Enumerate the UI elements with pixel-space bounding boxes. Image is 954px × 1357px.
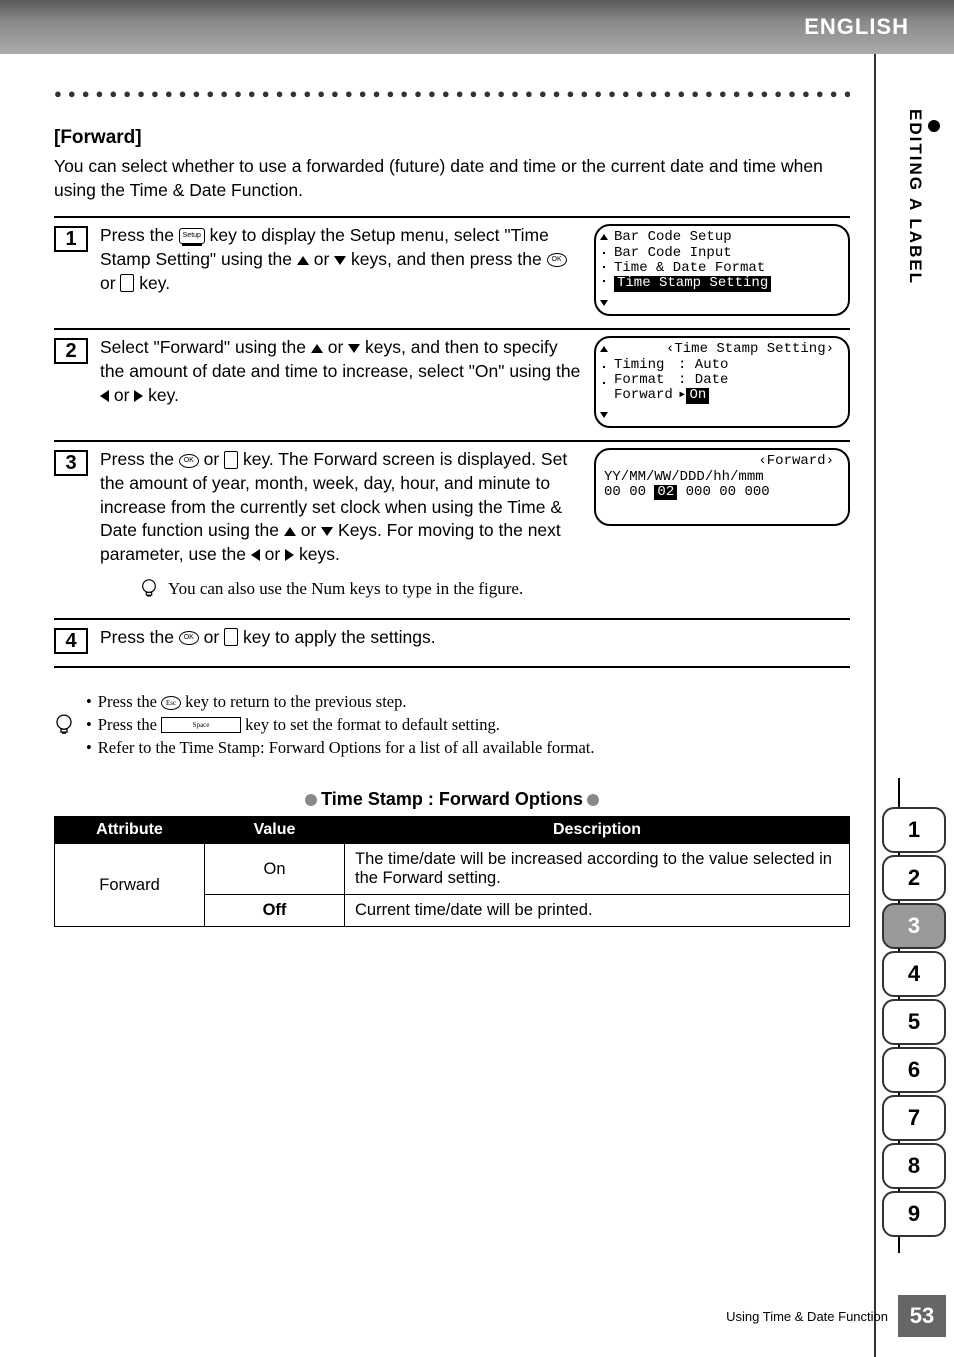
tips: •Press the Esc key to return to the prev…: [54, 690, 850, 759]
left-arrow-icon: [251, 549, 260, 561]
bullet-icon: [305, 794, 317, 806]
step-3-screen: ‹Forward› YY/MM/WW/DDD/hh/mmm 00 00 02 0…: [594, 448, 850, 526]
step-4-text: Press the OK or key to apply the setting…: [100, 626, 850, 654]
step-3-text: Press the OK or key. The Forward screen …: [100, 448, 582, 606]
td-attribute: Forward: [55, 844, 205, 927]
screen-selected: Time Stamp Setting: [614, 276, 771, 291]
step-1-screen: Bar Code Setup Bar Code Input Time & Dat…: [594, 224, 850, 316]
language-label: ENGLISH: [804, 14, 909, 40]
chapter-tab-5[interactable]: 5: [882, 999, 946, 1045]
ok-key-icon: OK: [179, 454, 199, 468]
screen-title: ‹Forward›: [604, 454, 840, 469]
down-arrow-icon: [334, 256, 346, 265]
right-arrow-icon: [134, 390, 143, 402]
step-1-text: Press the Setup key to display the Setup…: [100, 224, 582, 316]
up-arrow-icon: [311, 344, 323, 353]
step-2-text: Select "Forward" using the or keys, and …: [100, 336, 582, 428]
screen-line: Bar Code Input: [614, 246, 840, 261]
chapter-tab-8[interactable]: 8: [882, 1143, 946, 1189]
scroll-indicator-icon: [602, 346, 606, 418]
th-attribute: Attribute: [55, 817, 205, 844]
top-bar: ENGLISH: [0, 0, 954, 54]
setup-key-icon: Setup: [179, 228, 205, 244]
up-arrow-icon: [284, 527, 296, 536]
chapter-tab-3[interactable]: 3: [882, 903, 946, 949]
screen-line: YY/MM/WW/DDD/hh/mmm: [604, 470, 840, 485]
enter-key-icon: [224, 628, 238, 646]
chapter-tab-9[interactable]: 9: [882, 1191, 946, 1237]
chapter-bullet-icon: [928, 120, 940, 132]
enter-key-icon: [120, 274, 134, 292]
enter-key-icon: [224, 451, 238, 469]
td-value: On: [205, 844, 345, 895]
step-2-screen: ‹Time Stamp Setting› Timing: Auto Format…: [594, 336, 850, 428]
space-key-icon: Space: [161, 717, 241, 733]
step-number: 3: [54, 450, 88, 476]
screen-selected: 02: [654, 485, 677, 500]
chapter-tabs: 123456789: [882, 807, 946, 1239]
ok-key-icon: OK: [547, 253, 567, 267]
section-heading: [Forward]: [54, 127, 850, 149]
chapter-title: EDITING A LABEL: [905, 109, 925, 285]
chapter-tab-6[interactable]: 6: [882, 1047, 946, 1093]
step-number: 2: [54, 338, 88, 364]
chapter-tab-1[interactable]: 1: [882, 807, 946, 853]
step-4: 4 Press the OK or key to apply the setti…: [54, 618, 850, 668]
down-arrow-icon: [348, 344, 360, 353]
step-2: 2 Select "Forward" using the or keys, an…: [54, 328, 850, 440]
th-description: Description: [345, 817, 850, 844]
up-arrow-icon: [297, 256, 309, 265]
page-content: ●●●●●●●●●●●●●●●●●●●●●●●●●●●●●●●●●●●●●●●●…: [54, 86, 850, 927]
footer-section: Using Time & Date Function: [726, 1309, 888, 1324]
td-description: Current time/date will be printed.: [345, 895, 850, 927]
page-footer: Using Time & Date Function 53: [726, 1295, 946, 1337]
bullet-icon: [587, 794, 599, 806]
step-3: 3 Press the OK or key. The Forward scree…: [54, 440, 850, 618]
step-1: 1 Press the Setup key to display the Set…: [54, 216, 850, 328]
dotted-rule: ●●●●●●●●●●●●●●●●●●●●●●●●●●●●●●●●●●●●●●●●…: [54, 86, 850, 101]
lightbulb-icon: [54, 693, 74, 759]
chapter-tab-7[interactable]: 7: [882, 1095, 946, 1141]
td-description: The time/date will be increased accordin…: [345, 844, 850, 895]
down-arrow-icon: [321, 527, 333, 536]
screen-title: ‹Time Stamp Setting›: [614, 342, 840, 357]
lightbulb-icon: [140, 578, 158, 601]
page-number: 53: [898, 1295, 946, 1337]
esc-key-icon: Esc: [161, 696, 181, 710]
step-number: 1: [54, 226, 88, 252]
screen-line: Bar Code Setup: [614, 230, 840, 245]
step-3-hint: You can also use the Num keys to type in…: [140, 578, 582, 601]
options-table: Attribute Value Description Forward On T…: [54, 816, 850, 927]
screen-selected: On: [686, 388, 709, 403]
td-value: Off: [205, 895, 345, 927]
ok-key-icon: OK: [179, 631, 199, 645]
scroll-indicator-icon: [602, 234, 606, 306]
chapter-tab-4[interactable]: 4: [882, 951, 946, 997]
screen-line: Time & Date Format: [614, 261, 840, 276]
chapter-tab-2[interactable]: 2: [882, 855, 946, 901]
section-intro: You can select whether to use a forwarde…: [54, 155, 850, 202]
right-arrow-icon: [285, 549, 294, 561]
left-arrow-icon: [100, 390, 109, 402]
th-value: Value: [205, 817, 345, 844]
step-number: 4: [54, 628, 88, 654]
table-title: Time Stamp : Forward Options: [54, 789, 850, 810]
